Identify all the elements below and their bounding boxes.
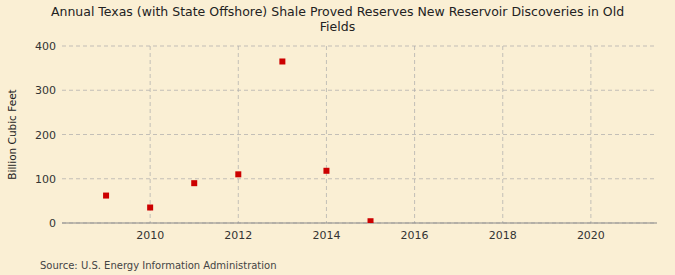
x-tick-label: 2012 [224,229,252,242]
point [368,218,374,223]
y-axis-label: Billion Cubic Feet [6,89,18,179]
x-axis-line [62,223,657,224]
point [103,193,109,199]
grid-line-y [62,46,657,47]
title-line: Fields [320,19,355,34]
point [323,168,329,174]
y-tick-label: 0 [49,217,56,230]
grid-line-y [62,134,657,135]
source-note: Source: U.S. Energy Information Administ… [40,260,277,271]
grid-line-x [502,46,503,223]
y-tick-label: 400 [35,40,56,53]
grid-line-y [62,178,657,179]
point [147,205,153,211]
background [0,0,675,275]
title: Annual Texas (with State Offshore) Shale… [51,4,624,34]
x-tick-label: 2018 [489,229,517,242]
y-tick-label: 100 [35,173,56,186]
points [103,58,373,223]
grid-line-x [590,46,591,223]
grid-line-x [414,46,415,223]
y-tick-label: 300 [35,84,56,97]
y-tick-label: 200 [35,129,56,142]
grid [62,46,657,223]
title-line: Annual Texas (with State Offshore) Shale… [51,4,624,19]
x-tick-label: 2010 [136,229,164,242]
chart-container: Annual Texas (with State Offshore) Shale… [0,0,675,275]
point [279,58,285,64]
x-tick-label: 2016 [401,229,429,242]
grid-line-y [62,90,657,91]
x-tick-label: 2014 [312,229,340,242]
point [235,171,241,177]
grid-line-x [326,46,327,223]
grid-line-x [150,46,151,223]
point [191,180,197,186]
x-tick-label: 2020 [577,229,605,242]
grid-line-x [238,46,239,223]
chart-svg: Annual Texas (with State Offshore) Shale… [0,0,675,275]
grid-line-y [62,223,657,224]
